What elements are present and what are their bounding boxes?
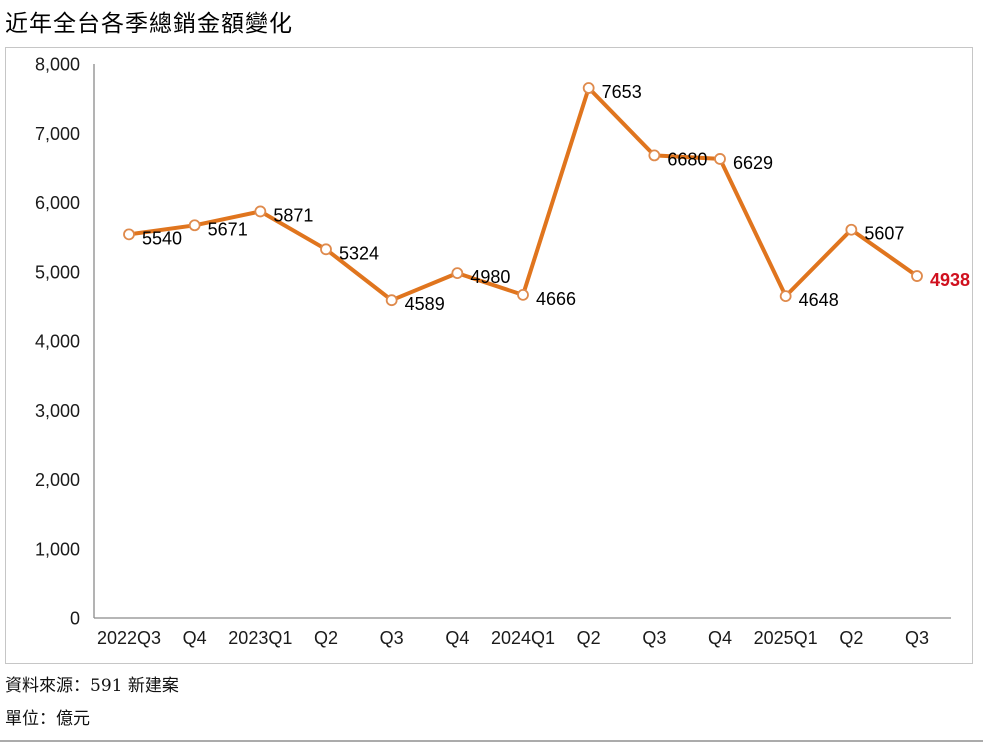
data-point-label: 4648	[799, 290, 839, 310]
data-point-label: 7653	[602, 82, 642, 102]
data-point-marker	[451, 267, 464, 280]
y-tick-label: 7,000	[35, 124, 80, 144]
x-tick-label: Q3	[642, 628, 666, 648]
x-tick-label: Q2	[314, 628, 338, 648]
chart-area: 0 1,000 2,000 3,000 4,000 5,000 6,000 7,000 8,00…	[5, 47, 973, 664]
bottom-divider	[0, 740, 983, 742]
x-tick-label: 2023Q1	[228, 628, 292, 648]
data-point-marker	[517, 288, 529, 301]
data-point-label: 6629	[733, 153, 773, 173]
x-tick-label: Q2	[839, 628, 863, 648]
data-point-marker	[254, 205, 267, 218]
data-point-marker	[648, 149, 661, 162]
x-tick-label: Q3	[380, 628, 404, 648]
data-point-label-highlighted: 4938	[930, 270, 970, 290]
data-point-marker	[845, 223, 858, 236]
y-tick-label: 1,000	[35, 539, 80, 559]
data-point-marker	[911, 270, 923, 282]
y-tick-label: 6,000	[35, 193, 80, 213]
source-note: 資料來源：591 新建案	[5, 676, 179, 696]
y-tick-label: 5,000	[35, 262, 80, 282]
y-tick-label: 2,000	[35, 470, 80, 490]
data-point-marker	[385, 294, 398, 307]
data-point-marker	[582, 82, 595, 94]
data-point-label: 5540	[142, 228, 182, 248]
x-tick-label: Q4	[445, 628, 469, 648]
x-tick-label: 2025Q1	[754, 628, 818, 648]
data-point-marker	[714, 153, 726, 165]
x-tick-label: Q4	[183, 628, 207, 648]
data-point-marker	[320, 243, 332, 256]
data-point-label: 4980	[470, 267, 510, 287]
data-point-label: 4666	[536, 289, 576, 309]
y-tick-label: 3,000	[35, 401, 80, 421]
x-tick-label: Q3	[905, 628, 929, 648]
data-point-label: 4589	[405, 294, 445, 314]
data-point-marker	[188, 219, 201, 232]
chart-title: 近年全台各季總銷金額變化	[5, 11, 293, 37]
data-point-label: 5671	[208, 219, 248, 239]
y-tick-label: 8,000	[35, 55, 80, 75]
data-point-label: 5324	[339, 243, 379, 263]
y-tick-label: 4,000	[35, 332, 80, 352]
x-tick-label: 2022Q3	[97, 628, 161, 648]
series-line	[127, 86, 919, 303]
unit-note: 單位：億元	[5, 709, 90, 729]
quarterly-sales-line-chart: 0 1,000 2,000 3,000 4,000 5,000 6,000 7,000 8,00…	[35, 55, 970, 649]
data-point-label: 6680	[667, 149, 707, 169]
data-point-label: 5607	[864, 224, 904, 244]
data-point-marker	[779, 290, 792, 303]
y-tick-label: 0	[70, 609, 80, 629]
data-point-label: 5871	[273, 205, 313, 225]
x-tick-label: 2024Q1	[491, 628, 555, 648]
x-tick-label: Q2	[577, 628, 601, 648]
data-point-marker	[123, 228, 135, 241]
x-tick-label: Q4	[708, 628, 732, 648]
